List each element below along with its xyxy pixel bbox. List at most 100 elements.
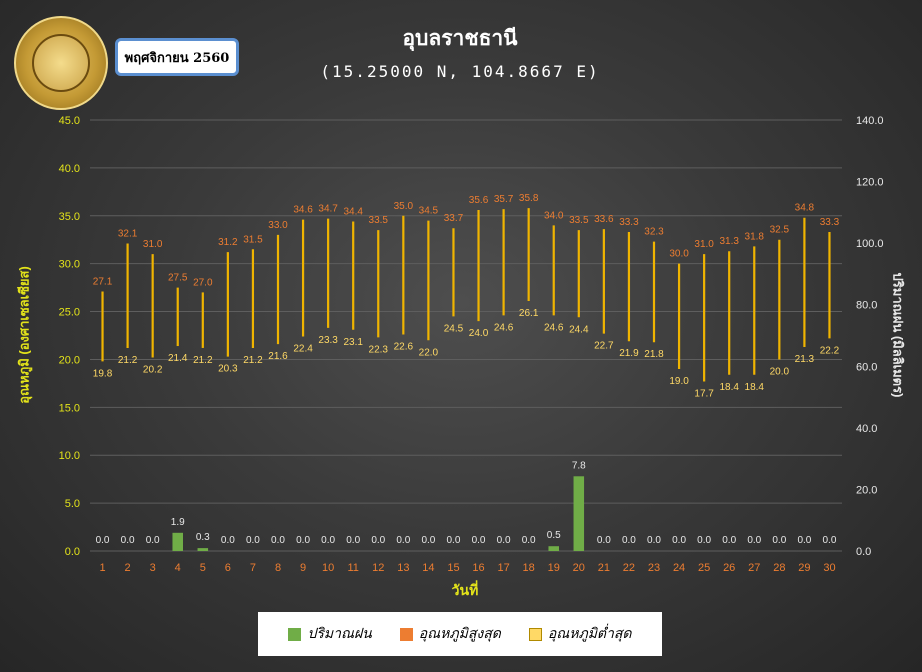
temp-max-label: 35.0 (394, 201, 414, 212)
legend-item-temp-min[interactable]: อุณหภูมิต่ำสุด (528, 623, 632, 645)
temp-min-label: 18.4 (719, 382, 739, 393)
y-tick-label: 10.0 (59, 450, 80, 462)
rain-data-label: 0.0 (346, 535, 360, 546)
temp-min-label: 23.3 (318, 335, 338, 346)
x-tick-label: 6 (225, 562, 231, 574)
y-axis-title-left: อุณหภูมิ (องศาเซลเซียส) (16, 266, 32, 404)
rain-data-label: 0.0 (772, 535, 786, 546)
x-tick-label: 24 (673, 562, 685, 574)
y2-tick-label: 120.0 (856, 177, 884, 189)
temp-min-label: 21.9 (619, 348, 639, 359)
y2-tick-label: 0.0 (856, 546, 871, 558)
temp-max-label: 34.4 (343, 207, 363, 218)
x-tick-label: 25 (698, 562, 710, 574)
temp-max-label: 32.5 (770, 225, 790, 236)
rain-data-label: 0.0 (371, 535, 385, 546)
rain-data-label: 0.0 (672, 535, 686, 546)
legend-label-temp-min: อุณหภูมิต่ำสุด (547, 625, 632, 641)
temp-max-label: 34.0 (544, 210, 564, 221)
rain-data-label: 0.0 (296, 535, 310, 546)
x-tick-label: 23 (648, 562, 660, 574)
y-tick-label: 40.0 (59, 163, 80, 175)
legend-item-temp-max[interactable]: อุณหภูมิสูงสุด (399, 623, 501, 645)
rain-data-label: 0.0 (246, 535, 260, 546)
temp-max-label: 32.3 (644, 227, 664, 238)
rain-data-label: 0.0 (271, 535, 285, 546)
logo-seal-icon (32, 34, 90, 92)
legend-swatch-rain (288, 627, 302, 641)
y-tick-label: 0.0 (65, 546, 80, 558)
temp-max-label: 34.6 (293, 205, 313, 216)
rain-data-label: 0.0 (722, 535, 736, 546)
legend-label-rain: ปริมาณฝน (307, 625, 372, 641)
rain-data-label: 1.9 (171, 517, 185, 528)
temp-min-label: 22.7 (594, 341, 614, 352)
month-label: พฤศจิกายน 2560 (115, 38, 239, 76)
y2-tick-label: 140.0 (856, 115, 884, 127)
x-tick-label: 21 (598, 562, 610, 574)
temp-max-label: 35.8 (519, 193, 539, 204)
temp-min-label: 24.5 (444, 323, 464, 334)
temp-max-label: 31.5 (243, 234, 263, 245)
legend-swatch-temp-max (399, 627, 413, 641)
rain-bar (172, 532, 183, 551)
rain-data-label: 0.0 (823, 535, 837, 546)
temp-max-label: 33.3 (619, 217, 639, 228)
x-tick-label: 14 (422, 562, 434, 574)
temp-max-label: 31.0 (694, 239, 714, 250)
y2-tick-label: 60.0 (856, 361, 877, 373)
x-tick-label: 20 (573, 562, 585, 574)
y-tick-label: 5.0 (65, 498, 80, 510)
x-tick-label: 13 (397, 562, 409, 574)
temp-max-label: 34.5 (419, 206, 439, 217)
y2-tick-label: 80.0 (856, 300, 877, 312)
temp-max-label: 27.5 (168, 273, 188, 284)
temp-min-label: 24.6 (494, 322, 514, 333)
x-tick-label: 5 (200, 562, 206, 574)
x-axis-title: วันที่ (451, 582, 479, 598)
x-tick-label: 8 (275, 562, 281, 574)
rain-data-label: 0.0 (221, 535, 235, 546)
temp-max-label: 32.1 (118, 229, 138, 240)
legend-item-rain[interactable]: ปริมาณฝน (288, 623, 372, 645)
x-tick-label: 27 (748, 562, 760, 574)
y-axis-title-right: ปริมาณฝน (มิลลิเมตร) (890, 272, 906, 398)
x-tick-label: 2 (125, 562, 131, 574)
temp-max-label: 30.0 (669, 249, 689, 260)
x-tick-label: 18 (523, 562, 535, 574)
x-tick-label: 4 (175, 562, 181, 574)
temp-max-label: 31.8 (745, 231, 765, 242)
temp-min-label: 23.1 (343, 337, 363, 348)
x-tick-label: 22 (623, 562, 635, 574)
department-logo-icon (14, 16, 108, 110)
x-tick-label: 17 (497, 562, 509, 574)
rain-data-label: 0.0 (797, 535, 811, 546)
rain-data-label: 0.0 (421, 535, 435, 546)
y2-tick-label: 100.0 (856, 238, 884, 250)
x-tick-label: 7 (250, 562, 256, 574)
rain-data-label: 0.3 (196, 532, 210, 543)
temp-max-label: 35.7 (494, 194, 514, 205)
y2-tick-label: 40.0 (856, 423, 877, 435)
x-tick-label: 10 (322, 562, 334, 574)
temp-min-label: 22.2 (820, 345, 840, 356)
temp-min-label: 21.6 (268, 351, 288, 362)
chart-legend: ปริมาณฝน อุณหภูมิสูงสุด อุณหภูมิต่ำสุด (258, 612, 662, 656)
temp-min-label: 21.2 (193, 355, 213, 366)
temp-min-label: 21.2 (118, 355, 138, 366)
temp-min-label: 22.0 (419, 347, 439, 358)
rain-data-label: 0.0 (647, 535, 661, 546)
temp-min-label: 17.7 (694, 388, 714, 399)
temp-max-label: 27.1 (93, 276, 113, 287)
rain-data-label: 0.0 (697, 535, 711, 546)
temp-max-label: 33.5 (569, 215, 589, 226)
rain-bar (197, 548, 209, 551)
legend-label-temp-max: อุณหภูมิสูงสุด (418, 625, 501, 641)
y-tick-label: 35.0 (59, 211, 80, 223)
rain-data-label: 0.0 (447, 535, 461, 546)
x-tick-label: 3 (150, 562, 156, 574)
rain-data-label: 0.0 (597, 535, 611, 546)
temp-min-label: 22.4 (293, 343, 313, 354)
